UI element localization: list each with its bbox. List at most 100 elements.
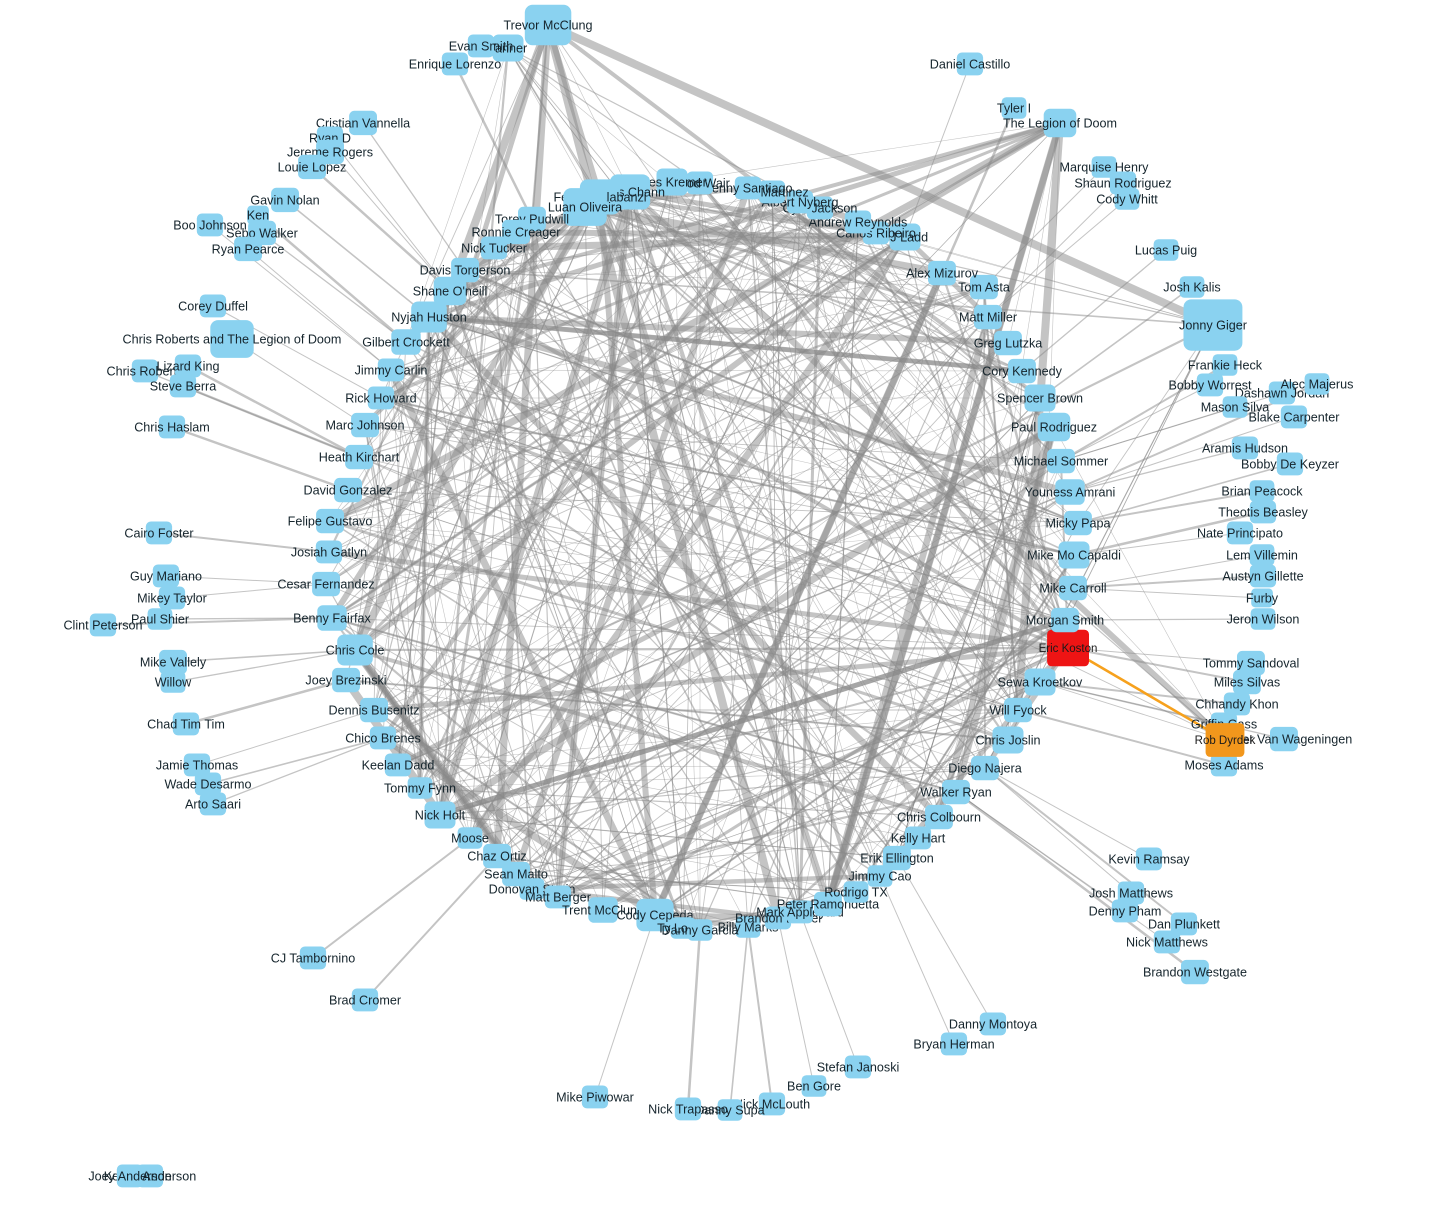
- svg-text:Shane O'neill: Shane O'neill: [413, 284, 488, 298]
- svg-text:Keelan Dadd: Keelan Dadd: [362, 758, 435, 772]
- svg-text:Bryan Herman: Bryan Herman: [913, 1037, 994, 1051]
- svg-text:Josiah Gatlyn: Josiah Gatlyn: [291, 545, 367, 559]
- svg-text:Youness Amrani: Youness Amrani: [1025, 485, 1116, 499]
- svg-text:Benny Fairfax: Benny Fairfax: [293, 611, 371, 625]
- svg-text:Chris Cole: Chris Cole: [326, 643, 385, 657]
- svg-text:Chris Roberts and The Legion o: Chris Roberts and The Legion of Doom: [123, 332, 342, 346]
- svg-text:Ken: Ken: [247, 208, 269, 222]
- svg-text:Louie Lopez: Louie Lopez: [278, 160, 347, 174]
- svg-text:Aramis Hudson: Aramis Hudson: [1202, 441, 1288, 455]
- svg-text:Tommy Fynn: Tommy Fynn: [384, 781, 456, 795]
- svg-text:Jamie Thomas: Jamie Thomas: [156, 758, 238, 772]
- svg-text:Paul Rodriguez: Paul Rodriguez: [1011, 420, 1097, 434]
- svg-text:Clint Peterson: Clint Peterson: [63, 618, 142, 632]
- svg-text:Mike Carroll: Mike Carroll: [1039, 581, 1106, 595]
- svg-text:Chris Haslam: Chris Haslam: [134, 420, 210, 434]
- svg-text:Frankie Heck: Frankie Heck: [1188, 358, 1263, 372]
- svg-text:Dennis Busenitz: Dennis Busenitz: [328, 703, 419, 717]
- svg-text:Stefan Janoski: Stefan Janoski: [817, 1060, 900, 1074]
- svg-text:Jimmy Carlin: Jimmy Carlin: [355, 363, 428, 377]
- svg-text:Daniel Castillo: Daniel Castillo: [930, 57, 1011, 71]
- svg-text:Cesar Fernandez: Cesar Fernandez: [277, 577, 374, 591]
- svg-text:Jeron Wilson: Jeron Wilson: [1227, 612, 1300, 626]
- svg-text:Moose: Moose: [451, 831, 489, 845]
- svg-text:Brandon Westgate: Brandon Westgate: [1143, 965, 1247, 979]
- svg-text:Michael Sommer: Michael Sommer: [1014, 454, 1108, 468]
- svg-text:Jonny Giger: Jonny Giger: [1179, 318, 1247, 332]
- svg-text:Denny Pham: Denny Pham: [1089, 904, 1162, 918]
- svg-text:Kelly Hart: Kelly Hart: [891, 831, 946, 845]
- svg-text:Jimmy Cao: Jimmy Cao: [849, 869, 912, 883]
- svg-text:Nick Tucker: Nick Tucker: [461, 241, 527, 255]
- svg-text:Chris Joslin: Chris Joslin: [975, 733, 1040, 747]
- svg-text:Rick Howard: Rick Howard: [345, 391, 416, 405]
- svg-text:Marquise Henry: Marquise Henry: [1060, 160, 1150, 174]
- svg-text:Alec Majerus: Alec Majerus: [1281, 377, 1354, 391]
- svg-text:Lizard King: Lizard King: [156, 359, 219, 373]
- svg-text:Danny Garcia: Danny Garcia: [662, 923, 739, 937]
- svg-text:Lem Villemin: Lem Villemin: [1226, 548, 1298, 562]
- svg-text:Lucas Puig: Lucas Puig: [1135, 243, 1197, 257]
- svg-text:Boo Johnson: Boo Johnson: [173, 218, 247, 232]
- svg-text:Ryan Pearce: Ryan Pearce: [212, 242, 285, 256]
- svg-text:Corey Duffel: Corey Duffel: [178, 299, 248, 313]
- svg-text:Wade Desarmo: Wade Desarmo: [164, 777, 251, 791]
- svg-text:Tyler I: Tyler I: [997, 101, 1031, 115]
- svg-text:Bobby De Keyzer: Bobby De Keyzer: [1241, 457, 1339, 471]
- svg-text:Chris Colbourn: Chris Colbourn: [897, 810, 981, 824]
- svg-text:CJ Tambornino: CJ Tambornino: [271, 951, 355, 965]
- svg-text:Cody Whitt: Cody Whitt: [1096, 192, 1158, 206]
- svg-text:Guy Mariano: Guy Mariano: [130, 569, 202, 583]
- svg-text:Alex Mizurov: Alex Mizurov: [906, 266, 979, 280]
- svg-text:Spencer Brown: Spencer Brown: [997, 391, 1083, 405]
- svg-text:Matt Miller: Matt Miller: [959, 310, 1017, 324]
- svg-text:Greg Lutzka: Greg Lutzka: [974, 336, 1043, 350]
- svg-text:Joey Anderson: Joey Anderson: [88, 1169, 171, 1183]
- svg-text:Trevor McClung: Trevor McClung: [503, 18, 592, 32]
- svg-text:Cory Kennedy: Cory Kennedy: [982, 364, 1063, 378]
- svg-text:Miles Silvas: Miles Silvas: [1214, 675, 1280, 689]
- svg-text:Nick Holt: Nick Holt: [415, 808, 466, 822]
- svg-text:Brian Peacock: Brian Peacock: [1221, 484, 1303, 498]
- svg-text:Josh Matthews: Josh Matthews: [1089, 886, 1173, 900]
- svg-text:David Gonzalez: David Gonzalez: [304, 483, 393, 497]
- svg-text:Tommy Sandoval: Tommy Sandoval: [1203, 656, 1300, 670]
- svg-text:Josh Kalis: Josh Kalis: [1163, 280, 1220, 294]
- svg-text:Nick Matthews: Nick Matthews: [1126, 935, 1208, 949]
- svg-text:Blake Carpenter: Blake Carpenter: [1248, 410, 1339, 424]
- svg-text:Micky Papa: Micky Papa: [1045, 516, 1110, 530]
- svg-text:Ben Gore: Ben Gore: [787, 1079, 841, 1093]
- svg-text:Theotis Beasley: Theotis Beasley: [1218, 505, 1308, 519]
- svg-text:Nick Trapasso: Nick Trapasso: [648, 1102, 728, 1116]
- svg-text:Felipe Gustavo: Felipe Gustavo: [288, 514, 373, 528]
- svg-text:Eric Koston: Eric Koston: [1039, 643, 1098, 655]
- svg-text:Willow: Willow: [155, 675, 192, 689]
- svg-text:Sewa Kroetkov: Sewa Kroetkov: [998, 675, 1083, 689]
- svg-text:Davis Torgerson: Davis Torgerson: [420, 263, 511, 277]
- svg-text:Mike Vallely: Mike Vallely: [140, 655, 207, 669]
- svg-text:Cairo Foster: Cairo Foster: [124, 526, 193, 540]
- svg-text:Matt Berger: Matt Berger: [525, 890, 591, 904]
- svg-text:Nate Principato: Nate Principato: [1197, 526, 1283, 540]
- svg-text:Heath Kirchart: Heath Kirchart: [319, 450, 400, 464]
- svg-text:Danny Montoya: Danny Montoya: [949, 1017, 1037, 1031]
- svg-text:Mike Piwowar: Mike Piwowar: [556, 1090, 634, 1104]
- svg-text:Evan Smith: Evan Smith: [449, 39, 513, 53]
- svg-text:Walker Ryan: Walker Ryan: [920, 785, 992, 799]
- svg-text:Morgan Smith: Morgan Smith: [1026, 613, 1104, 627]
- svg-text:Nyjah Huston: Nyjah Huston: [391, 310, 467, 324]
- svg-text:Enrique Lorenzo: Enrique Lorenzo: [409, 57, 501, 71]
- svg-text:Dan Plunkett: Dan Plunkett: [1148, 917, 1221, 931]
- svg-text:Moses Adams: Moses Adams: [1184, 758, 1263, 772]
- svg-text:Rodrigo TX: Rodrigo TX: [824, 885, 888, 899]
- svg-text:Will Fyock: Will Fyock: [989, 703, 1047, 717]
- svg-text:Steve Berra: Steve Berra: [150, 379, 217, 393]
- svg-text:Gavin Nolan: Gavin Nolan: [250, 193, 319, 207]
- svg-text:Kevin Ramsay: Kevin Ramsay: [1108, 852, 1190, 866]
- svg-text:Erik Ellington: Erik Ellington: [860, 851, 934, 865]
- svg-text:Arto Saari: Arto Saari: [185, 797, 241, 811]
- svg-text:Gilbert Crockett: Gilbert Crockett: [362, 335, 450, 349]
- svg-text:Chhandy Khon: Chhandy Khon: [1195, 697, 1278, 711]
- svg-text:Brad Cromer: Brad Cromer: [329, 993, 401, 1007]
- svg-text:Diego Najera: Diego Najera: [948, 761, 1022, 775]
